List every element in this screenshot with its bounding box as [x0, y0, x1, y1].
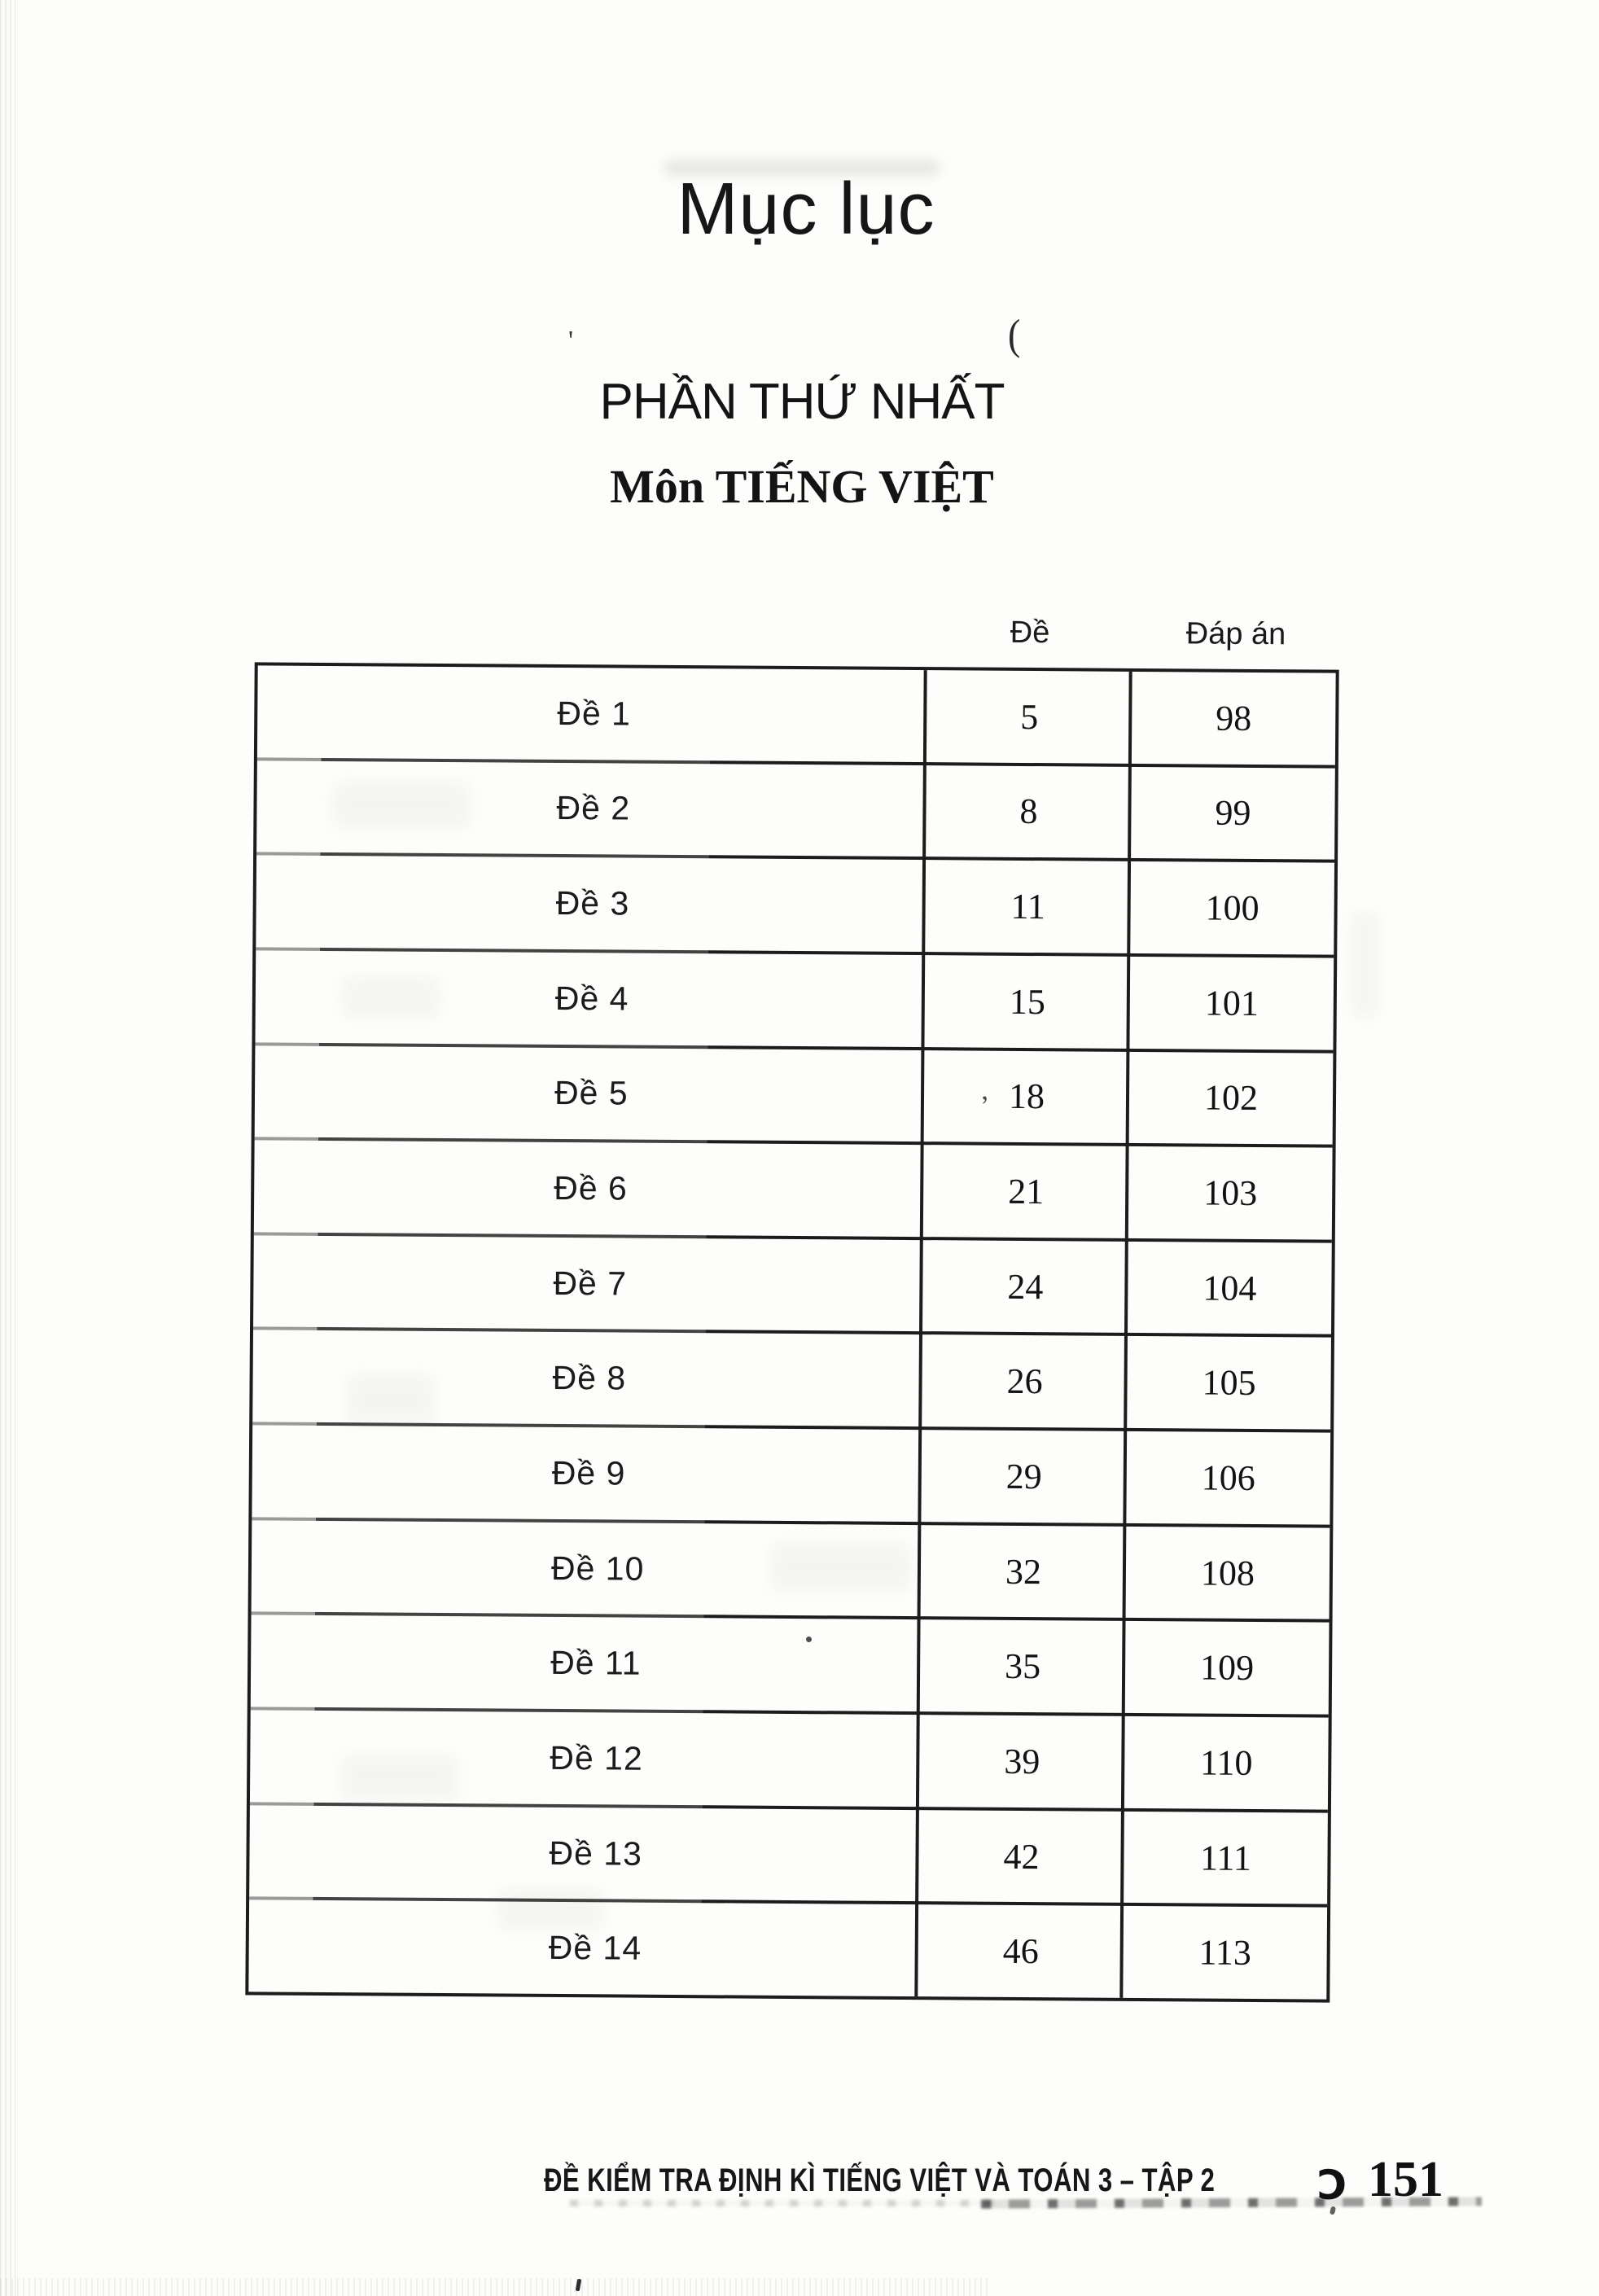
- row-de-page: 5: [1020, 696, 1039, 737]
- row-dap-an-page: 106: [1201, 1457, 1255, 1498]
- scan-edge-noise-left: [0, 0, 16, 2296]
- row-de-page: 46: [1002, 1930, 1039, 1972]
- table-row: Đề 11 35 109: [250, 1615, 1330, 1718]
- table-row: Đề 14 46 113: [248, 1900, 1327, 2000]
- table-row: Đề 13 42 111: [249, 1805, 1328, 1908]
- table-border-box: Đề 1 5 98 Đề 2 8 99 Đề 3 11 100 Đề 4 15 …: [245, 662, 1339, 2003]
- row-label: Đề 12: [550, 1738, 643, 1777]
- row-de-page: 29: [1005, 1456, 1042, 1497]
- row-label: Đề 10: [550, 1549, 645, 1588]
- row-label: Đề 14: [548, 1929, 642, 1967]
- table-rows: Đề 1 5 98 Đề 2 8 99 Đề 3 11 100 Đề 4 15 …: [248, 665, 1336, 2000]
- table-row: Đề 6 21 103: [253, 1140, 1333, 1243]
- table-row: Đề 2 8 99: [256, 760, 1335, 863]
- row-label: Đề 5: [554, 1074, 629, 1112]
- row-dap-an-page: 113: [1198, 1932, 1252, 1974]
- table-row: Đề 12 39 110: [249, 1710, 1329, 1813]
- scan-smudge-above-title: [664, 160, 940, 176]
- subject-heading: Môn TIẾNG VIỆT: [610, 460, 994, 513]
- scan-smudge-below-footer-faint: [570, 2200, 993, 2206]
- row-label: Đề 3: [555, 884, 630, 922]
- row-label: Đề 8: [552, 1359, 627, 1397]
- row-dap-an-page: 105: [1202, 1362, 1256, 1404]
- table-row: Đề 10 32 108: [251, 1520, 1330, 1623]
- row-dap-an-page: 99: [1215, 793, 1251, 834]
- row-label: Đề 7: [553, 1264, 628, 1303]
- row-label: Đề 2: [556, 789, 631, 828]
- scan-edge-noise-bottom: [0, 2278, 992, 2296]
- row-dap-an-page: 101: [1204, 983, 1259, 1023]
- row-de-page: 39: [1004, 1741, 1040, 1781]
- table-row: Đề 1 5 98: [256, 665, 1336, 769]
- row-label: Đề 4: [554, 979, 629, 1018]
- row-dap-an-page: 104: [1203, 1268, 1257, 1308]
- row-dap-an-page: 108: [1200, 1553, 1255, 1593]
- stray-tick-mark: ': [568, 326, 574, 356]
- table-row: Đề 3 11 100: [256, 855, 1335, 958]
- table-row: Đề 7 24 104: [253, 1235, 1332, 1339]
- row-dap-an-page: 109: [1199, 1647, 1255, 1689]
- row-de-page: 24: [1007, 1266, 1044, 1307]
- row-dap-an-page: 110: [1199, 1742, 1253, 1783]
- row-label: Đề 13: [549, 1834, 643, 1873]
- row-de-page: 8: [1019, 791, 1038, 832]
- column-header-de: Đề: [1010, 615, 1050, 651]
- row-dap-an-page: 98: [1216, 698, 1252, 738]
- ghost-smudge: [1351, 912, 1379, 1018]
- stray-dot-below-logo: [1329, 2206, 1337, 2215]
- row-label: Đề 11: [550, 1644, 642, 1682]
- table-row: Đề 8 26 105: [252, 1330, 1331, 1433]
- row-dap-an-page: 111: [1199, 1838, 1252, 1878]
- table-row: Đề 4 15 101: [255, 950, 1334, 1054]
- row-label: Đề 1: [557, 694, 632, 733]
- row-de-page: 21: [1008, 1171, 1045, 1212]
- row-de-page: 15: [1009, 981, 1046, 1022]
- stray-dot-mark: [806, 1637, 812, 1642]
- row-dap-an-page: 102: [1203, 1077, 1259, 1119]
- row-de-page: 42: [1003, 1836, 1040, 1877]
- table-row: Đề 5 18 102: [254, 1045, 1334, 1148]
- row-de-page: 26: [1006, 1361, 1043, 1402]
- column-header-dap-an: Đáp án: [1185, 616, 1286, 652]
- page-title: Mục lục: [677, 169, 935, 250]
- row-de-page: 18: [1008, 1076, 1045, 1117]
- row-dap-an-page: 100: [1205, 887, 1259, 929]
- table-row: Đề 9 29 106: [252, 1425, 1331, 1528]
- row-de-page: 35: [1004, 1646, 1041, 1687]
- row-label: Đề 6: [554, 1168, 628, 1207]
- stray-paren-mark: (: [1008, 310, 1021, 358]
- row-label: Đề 9: [551, 1453, 626, 1492]
- row-dap-an-page: 103: [1203, 1172, 1258, 1213]
- footer-series-title: ĐỀ KIỂM TRA ĐỊNH KÌ TIẾNG VIỆT VÀ TOÁN 3…: [544, 2162, 1216, 2198]
- contents-table: Đề Đáp án Đề 1 5 98 Đề 2 8 99 Đề 3 11 10…: [245, 616, 1339, 2003]
- row-de-page: 32: [1005, 1551, 1042, 1592]
- row-de-page: 11: [1010, 886, 1046, 927]
- part-heading: PHẦN THỨ NHẤT: [599, 374, 1005, 430]
